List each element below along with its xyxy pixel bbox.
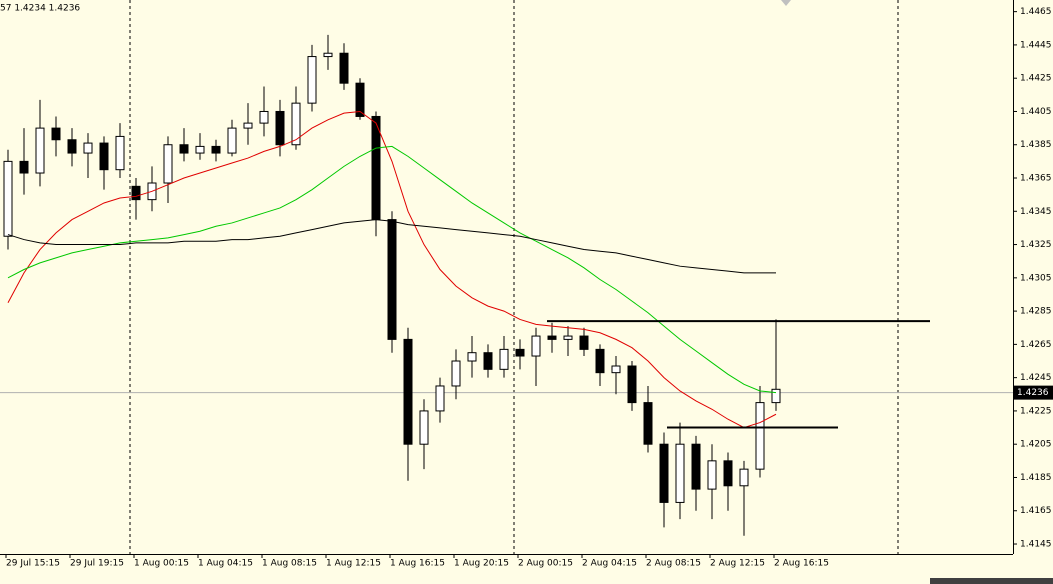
candle-body	[499, 348, 509, 370]
y-tick-label: 1.4225	[1020, 406, 1052, 416]
candle-body	[531, 335, 541, 357]
y-tick-label: 1.4425	[1020, 74, 1052, 84]
candle-body	[195, 145, 205, 154]
y-tick-label: 1.4265	[1020, 340, 1052, 350]
x-tick-label: 1 Aug 12:15	[326, 559, 381, 569]
y-tick-label: 1.4245	[1020, 373, 1052, 383]
x-tick-label: 2 Aug 04:15	[582, 559, 637, 569]
scroll-bar	[930, 578, 1053, 584]
current-price-box	[1014, 385, 1053, 400]
y-tick-label: 1.4165	[1020, 506, 1052, 516]
candle-body	[67, 139, 77, 154]
candle-body	[83, 142, 93, 154]
candle-body	[579, 335, 589, 350]
candle-body	[675, 443, 685, 503]
candle-body	[771, 388, 781, 404]
candle-body	[3, 160, 13, 237]
moving-average	[7, 145, 777, 394]
x-tick-label: 1 Aug 04:15	[198, 559, 253, 569]
candle-body	[739, 468, 749, 487]
candle-body	[243, 122, 253, 129]
y-tick-label: 1.4325	[1020, 240, 1052, 250]
y-tick-label: 1.4305	[1020, 273, 1052, 283]
candle-body	[291, 102, 301, 146]
x-tick-label: 1 Aug 16:15	[390, 559, 445, 569]
candle-body	[563, 335, 573, 340]
candle-body	[35, 127, 45, 174]
candle-body	[387, 219, 397, 340]
candle-body	[99, 142, 109, 171]
candle-body	[707, 460, 717, 490]
y-tick-label: 1.4285	[1020, 307, 1052, 317]
y-tick-label: 1.4385	[1020, 140, 1052, 150]
candle-body	[211, 145, 221, 154]
candle-body	[19, 160, 29, 174]
y-tick-label: 1.4465	[1020, 7, 1052, 17]
candle-body	[755, 402, 765, 470]
x-tick-label: 1 Aug 08:15	[262, 559, 317, 569]
candle-body	[179, 144, 189, 154]
candle-body	[595, 348, 605, 374]
y-tick-label: 1.4445	[1020, 40, 1052, 50]
candle-body	[451, 360, 461, 387]
candle-body	[627, 365, 637, 404]
candle-body	[307, 56, 317, 104]
candle-body	[403, 338, 413, 445]
candle-body	[259, 110, 269, 124]
candle-body	[611, 365, 621, 374]
candle-body	[515, 348, 525, 357]
candle-body	[419, 410, 429, 445]
candle-body	[131, 185, 141, 201]
candle-body	[371, 115, 381, 221]
candle-body	[163, 144, 173, 184]
candle-body	[659, 443, 669, 503]
x-tick-label: 2 Aug 12:15	[710, 559, 765, 569]
candle-body	[355, 82, 365, 117]
candle-body	[227, 127, 237, 154]
moving-average	[7, 110, 777, 429]
y-tick-label: 1.4205	[1020, 440, 1052, 450]
candle-body	[435, 385, 445, 412]
y-tick-label: 1.4145	[1020, 540, 1052, 550]
y-tick-label: 1.4405	[1020, 107, 1052, 117]
candle-body	[547, 335, 557, 340]
x-tick-label: 29 Jul 19:15	[70, 559, 124, 569]
x-tick-label: 2 Aug 08:15	[646, 559, 701, 569]
candle-body	[723, 460, 733, 487]
chart-title: 57 1.4234 1.4236	[0, 4, 80, 14]
x-tick-label: 2 Aug 00:15	[518, 559, 573, 569]
candle-body	[691, 443, 701, 490]
candle-body	[115, 135, 125, 171]
shift-marker	[781, 0, 791, 6]
y-tick-label: 1.4345	[1020, 207, 1052, 217]
current-price-label: 1.4236	[1017, 388, 1049, 398]
candle-body	[339, 52, 349, 84]
x-tick-label: 2 Aug 16:15	[774, 559, 829, 569]
y-tick-label: 1.4365	[1020, 174, 1052, 184]
x-tick-label: 1 Aug 00:15	[134, 559, 189, 569]
x-tick-label: 29 Jul 15:15	[6, 559, 60, 569]
candle-body	[483, 352, 493, 370]
candle-body	[275, 110, 285, 146]
candle-body	[643, 402, 653, 445]
moving-average	[7, 219, 776, 274]
x-tick-label: 1 Aug 20:15	[454, 559, 509, 569]
candle-body	[467, 352, 477, 362]
candle-body	[323, 52, 333, 58]
y-tick-label: 1.4185	[1020, 473, 1052, 483]
candle-body	[51, 127, 61, 141]
